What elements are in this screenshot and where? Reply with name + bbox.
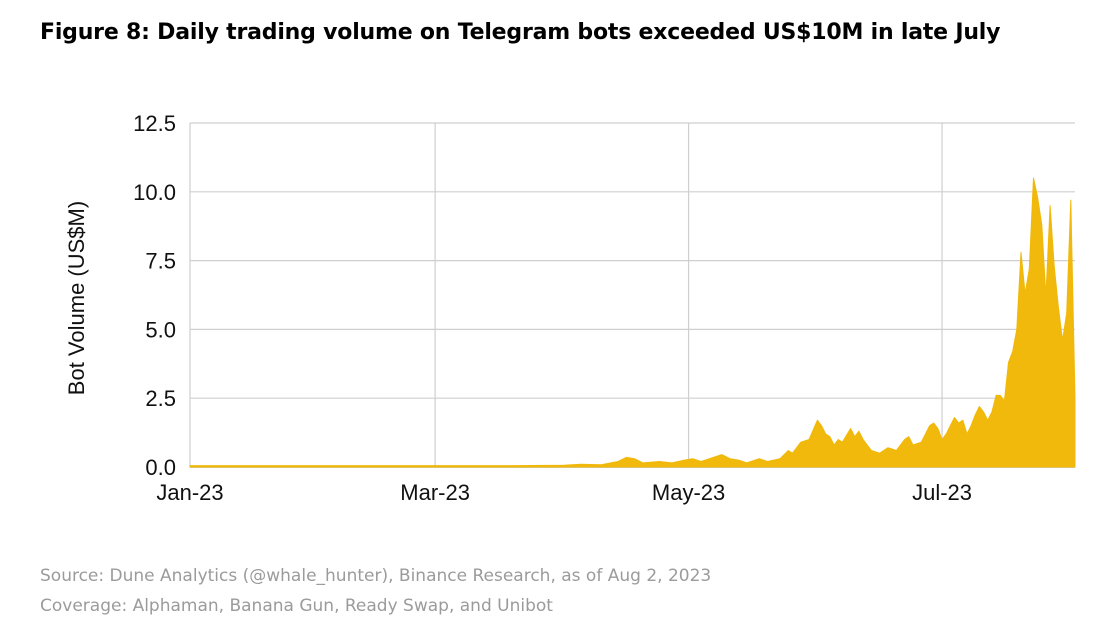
y-tick-label: 5.0: [145, 317, 176, 342]
x-tick-label: May-23: [652, 480, 725, 505]
y-tick-labels: 0.0 2.5 5.0 7.5 10.0 12.5: [133, 111, 176, 480]
area-series: [189, 177, 1076, 468]
x-tick-label: Jan-23: [156, 480, 223, 505]
y-tick-label: 2.5: [145, 386, 176, 411]
x-tick-label: Mar-23: [400, 480, 470, 505]
x-tick-label: Jul-23: [912, 480, 972, 505]
y-tick-label: 10.0: [133, 180, 176, 205]
source-note: Source: Dune Analytics (@whale_hunter), …: [40, 566, 712, 586]
y-tick-label: 7.5: [145, 249, 176, 274]
grid-lines: [189, 122, 1075, 468]
chart-title: Figure 8: Daily trading volume on Telegr…: [40, 20, 1001, 45]
y-axis-label: Bot Volume (US$M): [64, 201, 89, 395]
y-tick-label: 12.5: [133, 111, 176, 136]
bot-volume-area: [189, 177, 1076, 468]
x-tick-labels: Jan-23 Mar-23 May-23 Jul-23: [156, 480, 972, 505]
coverage-note: Coverage: Alphaman, Banana Gun, Ready Sw…: [40, 596, 553, 616]
y-tick-label: 0.0: [145, 455, 176, 480]
